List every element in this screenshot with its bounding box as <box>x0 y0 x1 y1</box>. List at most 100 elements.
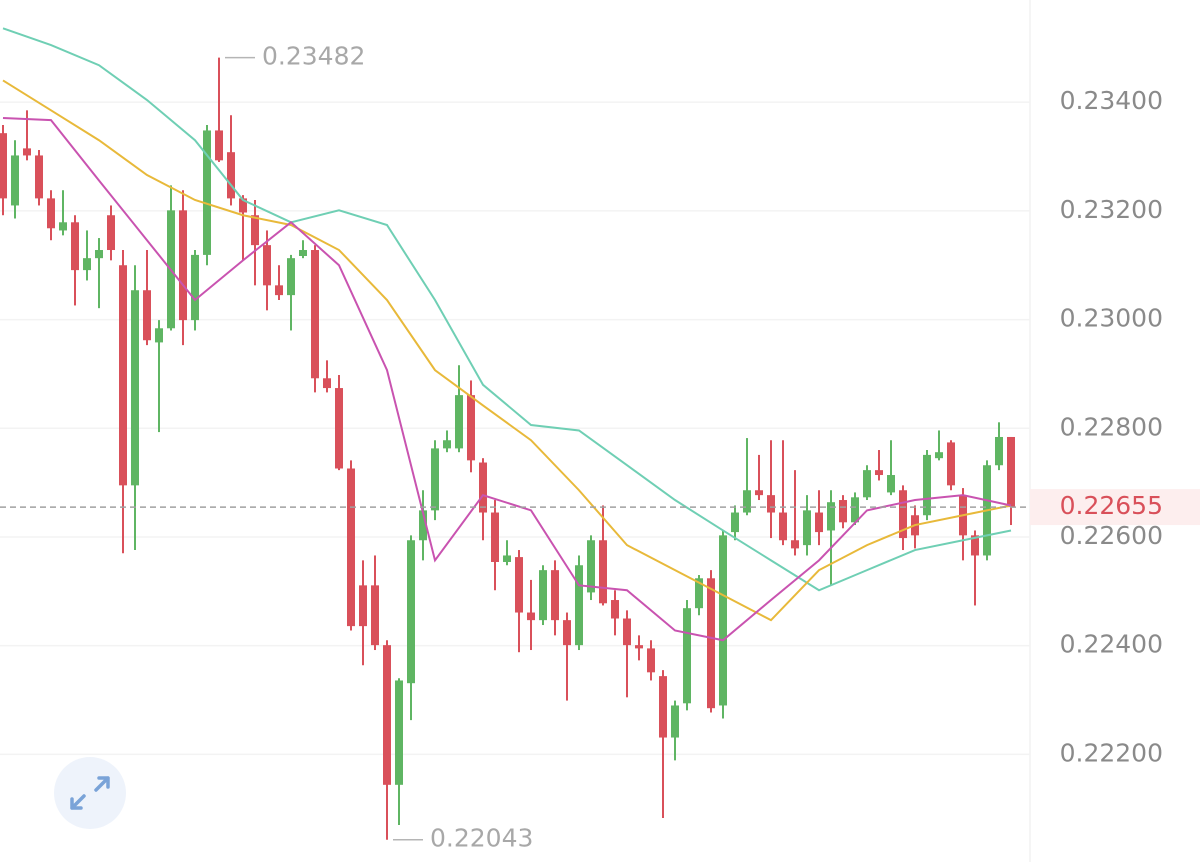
y-tick-label: 0.23400 <box>1060 86 1163 115</box>
candle-body <box>275 285 283 296</box>
candle-body <box>71 222 79 271</box>
grid <box>0 101 1030 756</box>
y-tick-label: 0.23000 <box>1060 304 1163 333</box>
ma-line <box>2 79 1012 622</box>
candle-body <box>95 250 103 259</box>
candle-body <box>143 290 151 341</box>
expand-button-bg[interactable] <box>54 757 126 829</box>
candle-body <box>323 378 331 389</box>
candle-body <box>299 250 307 256</box>
candle-body <box>947 442 955 486</box>
y-tick-label: 0.23200 <box>1060 195 1163 224</box>
candle-body <box>131 290 139 486</box>
candle-body <box>527 612 535 621</box>
candle-body <box>563 620 571 646</box>
candle-body <box>311 250 319 379</box>
candle-body <box>431 448 439 511</box>
candle-body <box>347 468 355 627</box>
candle-body <box>359 585 367 627</box>
candle-body <box>815 512 823 533</box>
candle-body <box>107 215 115 251</box>
candle-body <box>599 540 607 604</box>
candle-body <box>1007 436 1015 508</box>
candle-body <box>503 555 511 562</box>
candle-body <box>371 585 379 646</box>
candle-body <box>695 578 703 609</box>
candle-body <box>779 512 787 541</box>
candle-body <box>287 258 295 296</box>
candle-body <box>827 502 835 531</box>
candle-body <box>791 540 799 549</box>
candle-body <box>467 395 475 461</box>
candle-body <box>491 512 499 562</box>
candle-body <box>191 254 199 321</box>
candle-body <box>35 155 43 199</box>
candle-body <box>395 680 403 785</box>
candle-body <box>659 676 667 738</box>
candle-body <box>767 495 775 513</box>
candle-body <box>155 328 163 343</box>
candle-body <box>119 265 127 486</box>
candle-body <box>83 258 91 271</box>
candle-body <box>407 540 415 684</box>
y-tick-label: 0.22200 <box>1060 738 1163 767</box>
candle-body <box>899 490 907 539</box>
candle-body <box>587 540 595 593</box>
candle-body <box>935 452 943 459</box>
candle-body <box>239 198 247 213</box>
candle-body <box>719 535 727 706</box>
candle-body <box>683 608 691 704</box>
candle-body <box>47 198 55 229</box>
candle-body <box>803 510 811 546</box>
candle-body <box>251 215 259 246</box>
candle-body <box>419 510 427 541</box>
candle-body <box>575 565 583 646</box>
candle-body <box>611 600 619 619</box>
candle-body <box>515 557 523 613</box>
candle-body <box>755 490 763 496</box>
candle-body <box>179 210 187 321</box>
candles <box>0 57 1015 840</box>
candle-body <box>743 490 751 513</box>
candle-body <box>263 245 271 286</box>
y-tick-label: 0.22600 <box>1060 521 1163 550</box>
candle-body <box>863 470 871 498</box>
candle-body <box>383 645 391 785</box>
candle-body <box>623 618 631 646</box>
candle-body <box>647 648 655 673</box>
candle-body <box>971 535 979 556</box>
candle-body <box>443 440 451 449</box>
candle-body <box>11 155 19 206</box>
candle-body <box>0 133 7 199</box>
ma-line <box>2 116 1012 642</box>
expand-button[interactable] <box>54 757 126 829</box>
candle-body <box>635 645 643 649</box>
candle-body <box>731 512 739 533</box>
candle-body <box>479 462 487 513</box>
candle-body <box>671 705 679 738</box>
candle-body <box>455 395 463 449</box>
y-tick-label: 0.22800 <box>1060 412 1163 441</box>
last-price-tag <box>1030 489 1200 526</box>
y-tick-label: 0.22400 <box>1060 630 1163 659</box>
high-label: 0.23482 <box>262 42 365 71</box>
candle-body <box>707 578 715 709</box>
candle-body <box>923 454 931 516</box>
low-label: 0.22043 <box>430 824 533 853</box>
candle-body <box>539 570 547 621</box>
candle-body <box>839 500 847 523</box>
candle-body <box>851 497 859 523</box>
candle-body <box>203 130 211 255</box>
candle-body <box>551 570 559 621</box>
candle-body <box>335 388 343 469</box>
ma-line <box>2 27 1012 592</box>
last-price-label: 0.22655 <box>1060 491 1163 520</box>
candle-body <box>215 130 223 161</box>
candle-body <box>227 152 235 199</box>
candle-body <box>887 475 895 493</box>
expand-icon[interactable] <box>70 776 110 810</box>
candle-body <box>875 470 883 476</box>
candle-body <box>995 436 1003 466</box>
